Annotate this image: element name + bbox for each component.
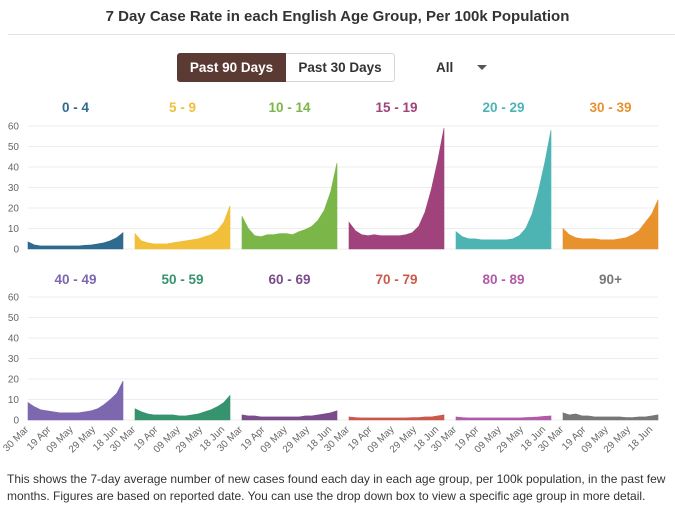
area-series-20-29 [455,130,552,250]
panel-title-70-79: 70 - 79 [375,272,417,287]
y-tick-label: 40 [8,163,20,174]
y-tick-label: 30 [8,354,20,365]
small-multiples-chart: 0 10 20 30 40 50 60 0 - 4 5 - 9 10 - 14 15 - 19 20 … [1,100,659,455]
panel-title-20-29: 20 - 29 [482,100,524,115]
panel-title-0-4: 0 - 4 [62,100,90,115]
age-group-select[interactable]: All [405,53,493,82]
area-series-50-59 [134,394,231,421]
x-tick-label: 30 Mar [1,424,31,454]
y-tick-label: 50 [8,313,20,324]
area-series-0-4 [27,231,124,250]
area-series-40-49 [27,380,124,421]
area-series-70-79 [348,414,445,421]
y-tick-label: 20 [8,204,20,215]
panel-title-50-59: 50 - 59 [161,272,203,287]
panel-title-40-49: 40 - 49 [54,272,96,287]
area-series-10-14 [241,162,338,250]
panel-title-60-69: 60 - 69 [268,272,310,287]
past-90-days-button[interactable]: Past 90 Days [177,53,286,82]
title-divider [8,34,675,35]
past-30-days-button[interactable]: Past 30 Days [286,53,395,82]
panel-title-5-9: 5 - 9 [169,100,196,115]
x-tick-label: 18 Jun [626,424,655,453]
area-series-5-9 [134,205,231,250]
panel-title-15-19: 15 - 19 [375,100,417,115]
chevron-down-icon [477,65,487,70]
panel-title-10-14: 10 - 14 [268,100,311,115]
y-tick-label: 10 [8,224,20,235]
chart-title: 7 Day Case Rate in each English Age Grou… [105,8,570,25]
area-series-15-19 [348,128,445,250]
area-series-30-39 [562,199,659,250]
y-tick-label: 0 [13,416,19,427]
y-tick-label: 30 [8,183,20,194]
area-series-80-89 [455,415,552,421]
age-group-select-value: All [436,60,454,75]
y-tick-label: 60 [8,293,20,304]
y-tick-label: 60 [8,122,20,133]
panel-title-90-: 90+ [599,272,622,287]
footnote: This shows the 7-day average number of n… [7,472,666,503]
y-tick-label: 10 [8,395,20,406]
y-tick-label: 40 [8,334,20,345]
area-series-90- [562,412,659,421]
panel-title-30-39: 30 - 39 [589,100,631,115]
y-tick-label: 20 [8,375,20,386]
y-tick-label: 50 [8,142,20,153]
y-tick-label: 0 [13,245,19,256]
area-series-60-69 [241,410,338,421]
panel-title-80-89: 80 - 89 [482,272,524,287]
